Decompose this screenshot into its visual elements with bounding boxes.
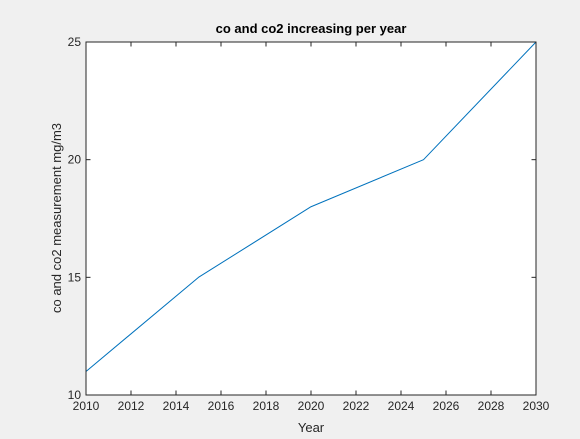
x-tick-label: 2026 bbox=[433, 399, 460, 413]
chart-title: co and co2 increasing per year bbox=[216, 21, 407, 36]
y-axis-label: co and co2 measurement mg/m3 bbox=[49, 123, 64, 313]
y-tick-label: 20 bbox=[68, 153, 82, 167]
x-tick-label: 2024 bbox=[388, 399, 415, 413]
x-tick-label: 2022 bbox=[343, 399, 370, 413]
y-tick-label: 15 bbox=[68, 270, 82, 284]
tick-labels-layer: 2010 2012 2014 2016 2018 2020 2022 2024 2026 2028… bbox=[68, 35, 550, 413]
y-tick-label: 10 bbox=[68, 388, 82, 402]
x-tick-label: 2010 bbox=[73, 399, 100, 413]
x-tick-label: 2030 bbox=[523, 399, 550, 413]
plot-area bbox=[86, 42, 536, 395]
axes-box bbox=[85, 41, 537, 396]
series-line bbox=[85, 41, 537, 372]
x-tick-label: 2014 bbox=[163, 399, 190, 413]
x-tick-label: 2012 bbox=[118, 399, 145, 413]
x-tick-label: 2018 bbox=[253, 399, 280, 413]
x-tick-label: 2016 bbox=[208, 399, 235, 413]
x-tick-label: 2020 bbox=[298, 399, 325, 413]
y-tick-label: 25 bbox=[68, 35, 82, 49]
x-tick-label: 2028 bbox=[478, 399, 505, 413]
x-axis-label: Year bbox=[298, 420, 325, 435]
series-layer bbox=[85, 41, 537, 372]
